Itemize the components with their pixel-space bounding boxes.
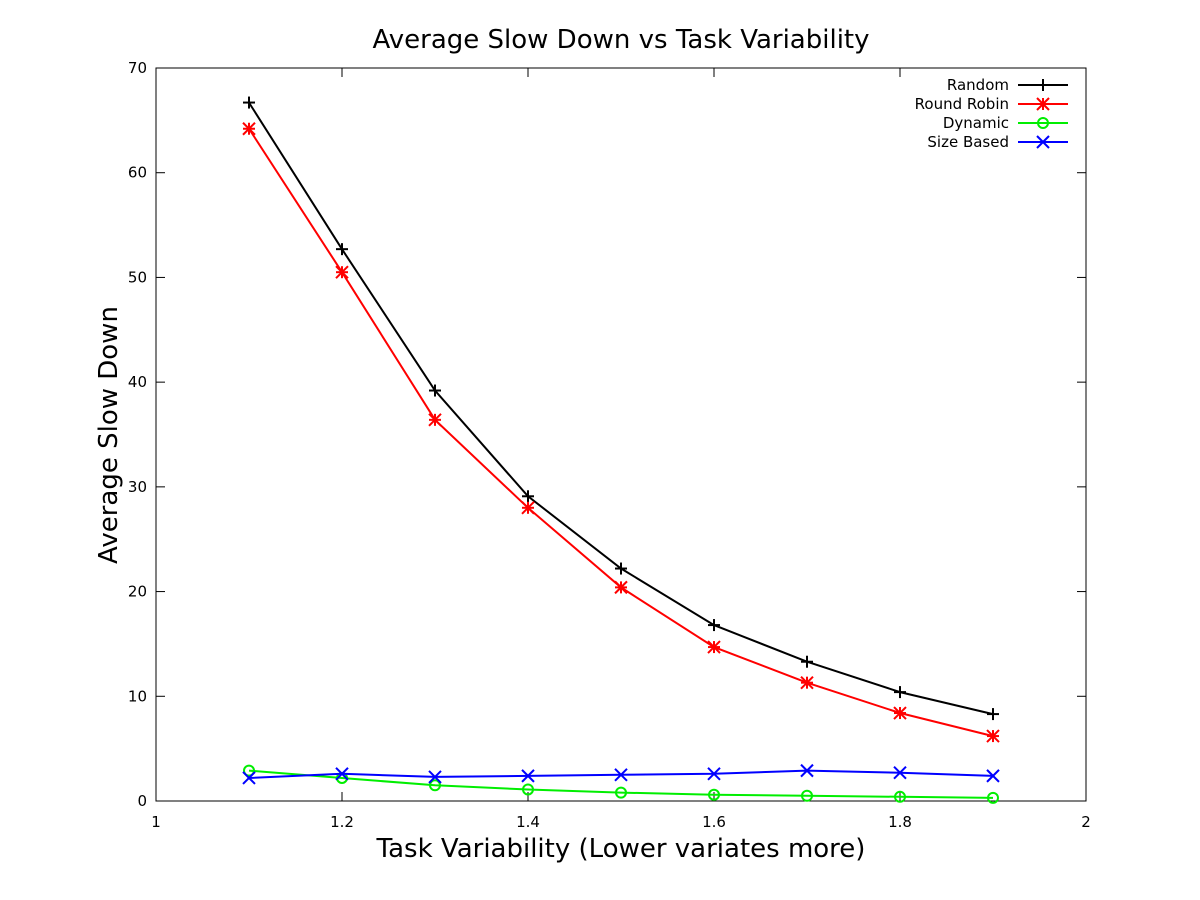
y-tick-label: 70	[128, 59, 147, 77]
plot-frame	[155, 67, 1087, 802]
series-line-round-robin	[248, 128, 994, 738]
series-line-random	[248, 102, 994, 716]
series-round-robin	[242, 122, 1000, 743]
y-axis: 0 10 20 30 40 50 60 70	[128, 59, 1086, 810]
data-point-random	[429, 384, 441, 397]
data-point-round-robin	[800, 675, 814, 690]
data-point-dynamic	[429, 779, 441, 792]
x-tick-label: 1	[151, 813, 161, 831]
data-point-round-robin	[614, 580, 628, 595]
series-size-based	[242, 763, 1000, 785]
data-point-random	[336, 243, 348, 256]
data-point-random	[615, 562, 627, 575]
data-point-size-based	[800, 763, 814, 778]
series-random	[243, 96, 999, 721]
data-point-random	[522, 490, 534, 503]
data-point-dynamic	[243, 764, 255, 777]
data-point-random	[894, 686, 906, 699]
x-tick-label: 1.8	[888, 813, 912, 831]
series-layer	[242, 96, 1000, 804]
data-point-round-robin	[521, 501, 535, 515]
y-tick-label: 0	[137, 792, 147, 810]
legend-item-random: Random	[947, 76, 1068, 94]
y-tick-label: 50	[128, 268, 147, 286]
data-point-dynamic	[522, 783, 534, 796]
y-tick-label: 40	[128, 373, 147, 391]
data-point-random	[243, 96, 255, 109]
chart-title: Average Slow Down vs Task Variability	[372, 25, 869, 55]
data-point-size-based	[335, 767, 349, 781]
y-tick-label: 60	[128, 164, 147, 182]
data-point-round-robin	[335, 265, 349, 279]
legend-marker	[1036, 97, 1050, 111]
data-point-round-robin	[707, 640, 721, 654]
data-point-random	[801, 655, 813, 668]
x-tick-label: 1.4	[516, 813, 540, 831]
data-point-dynamic	[708, 788, 720, 801]
x-axis: 1 1.2 1.4 1.6 1.8 2	[151, 68, 1091, 831]
data-point-random	[708, 619, 720, 632]
legend-label: Size Based	[927, 133, 1009, 151]
legend-item-round-robin: Round Robin	[915, 95, 1068, 113]
data-point-size-based	[521, 769, 535, 783]
data-point-size-based	[242, 771, 256, 785]
legend-item-size-based: Size Based	[927, 133, 1068, 151]
legend-label: Round Robin	[915, 95, 1009, 113]
x-tick-label: 1.6	[702, 813, 726, 831]
data-point-dynamic	[894, 790, 906, 803]
data-point-random	[987, 708, 999, 721]
data-point-round-robin	[428, 413, 442, 427]
data-point-round-robin	[893, 706, 907, 720]
data-point-size-based	[893, 766, 907, 780]
data-point-dynamic	[987, 791, 999, 804]
data-point-round-robin	[242, 122, 256, 136]
series-dynamic	[243, 764, 999, 804]
legend-label: Dynamic	[943, 114, 1009, 132]
data-point-size-based	[428, 770, 442, 784]
y-tick-label: 20	[128, 583, 147, 601]
legend-marker	[1037, 117, 1049, 129]
data-point-size-based	[614, 768, 628, 782]
x-axis-label: Task Variability (Lower variates more)	[376, 834, 866, 864]
data-point-size-based	[707, 767, 721, 781]
legend-item-dynamic: Dynamic	[943, 114, 1068, 132]
data-point-dynamic	[615, 786, 627, 799]
legend-marker	[1036, 135, 1050, 149]
data-point-dynamic	[801, 789, 813, 802]
x-tick-label: 2	[1081, 813, 1091, 831]
series-line-dynamic	[248, 769, 994, 799]
data-point-round-robin	[986, 729, 1000, 743]
legend-marker	[1037, 79, 1049, 91]
y-axis-label: Average Slow Down	[94, 306, 124, 564]
data-point-size-based	[986, 769, 1000, 783]
y-tick-label: 30	[128, 478, 147, 496]
x-tick-label: 1.2	[330, 813, 354, 831]
y-tick-label: 10	[128, 687, 147, 705]
legend-label: Random	[947, 76, 1009, 94]
